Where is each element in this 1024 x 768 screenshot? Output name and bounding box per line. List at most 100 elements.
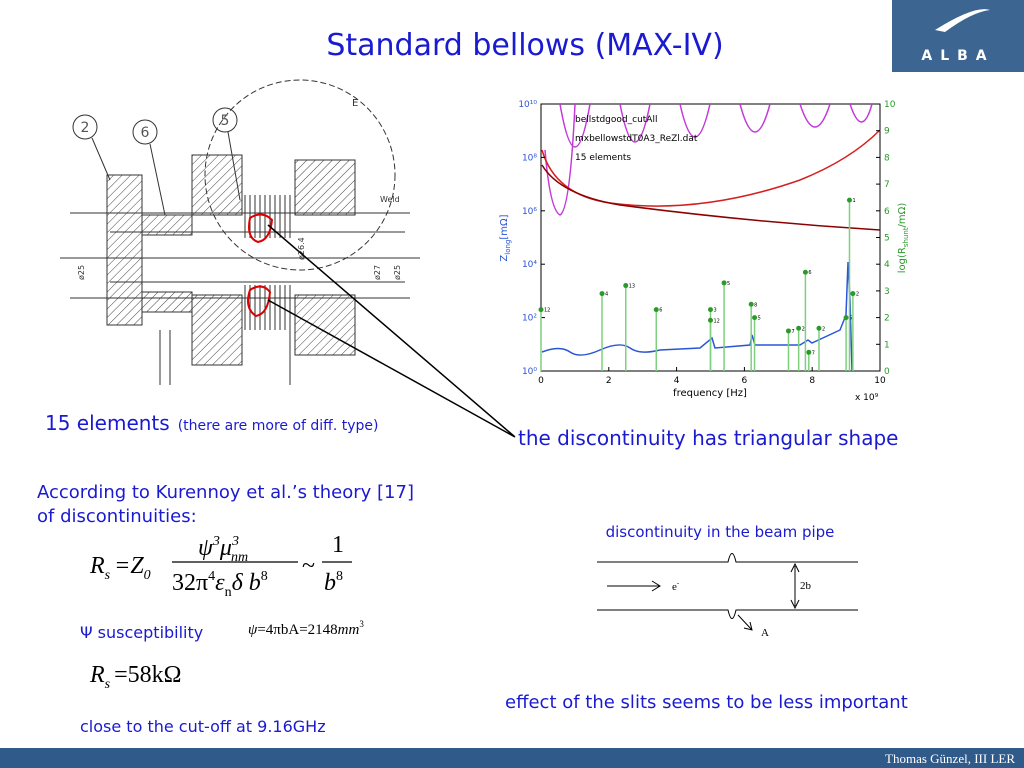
impedance-plot: 0 2 4 6 8 1010⁰10²10⁴10⁶10⁸10¹⁰01234567891012… — [518, 100, 895, 386]
peak-label: 2 — [802, 326, 805, 332]
x-tick-label: 0 — [538, 376, 544, 386]
pipe-title: discontinuity in the beam pipe — [606, 523, 835, 541]
pipe-label: e- — [672, 579, 680, 593]
curve-darkred — [541, 164, 881, 231]
y2-tick-label: 6 — [884, 207, 890, 217]
footer: Thomas Günzel, III LER — [885, 751, 1015, 766]
peak-label: 13 — [629, 284, 635, 290]
y-tick-label: 10⁶ — [522, 207, 537, 217]
peak-marker — [653, 307, 659, 313]
y2-tick-label: 0 — [884, 367, 890, 377]
note: of discontinuities: — [37, 506, 197, 527]
drawing-label: Weld — [380, 195, 400, 204]
curve-blue — [541, 261, 853, 372]
peak-marker — [708, 307, 713, 313]
x-tick-label: 8 — [809, 376, 815, 386]
bellows-drawing — [60, 79, 516, 438]
y-tick-label: 10⁰ — [522, 367, 537, 377]
peak-label: 6 — [849, 316, 852, 322]
note: Ψ susceptibility — [80, 623, 203, 642]
peak-label: 6 — [659, 308, 662, 314]
eq-token: ~ — [302, 553, 315, 579]
legend-entry: bellstdgood_cutAll — [575, 115, 657, 125]
eq-token: Rs =Z0 — [89, 553, 151, 583]
eq-token: 1 — [332, 532, 344, 558]
callout: 6 — [141, 125, 150, 141]
y-tick-label: 10¹⁰ — [518, 100, 537, 110]
peak-label: 5 — [758, 316, 761, 322]
curve-red — [541, 129, 881, 207]
peak-label: 8 — [754, 302, 757, 308]
peak-marker — [752, 315, 758, 321]
y-tick-label: 10² — [522, 314, 537, 324]
note: effect of the slits seems to be less imp… — [505, 692, 908, 713]
x-tick-label: 10 — [874, 376, 886, 386]
peak-label: 6 — [808, 270, 811, 276]
title: Standard bellows (MAX-IV) — [326, 28, 723, 63]
peak-label: 2 — [856, 292, 859, 298]
peak-marker — [843, 315, 849, 321]
drawing-label: ø25 — [393, 265, 402, 280]
eq-token: Rs =58kΩ — [89, 662, 182, 692]
y-tick-label: 10⁴ — [522, 260, 537, 270]
peak-marker — [748, 301, 754, 307]
y-tick-label: 10⁸ — [522, 153, 537, 163]
equation: Rs =Z0 ψ3μ3 nm 32π4εnδ b8 ~ 1 b8 ψ=4πbA=21… — [89, 532, 364, 692]
peak-marker — [802, 269, 808, 275]
y2-tick-label: 4 — [884, 260, 890, 270]
y2-tick-label: 5 — [884, 234, 890, 244]
legend-entry: 15 elements — [575, 153, 631, 163]
pipe-label: A — [761, 627, 769, 639]
peak-label: 1 — [852, 198, 855, 204]
peak-label: 7 — [791, 329, 794, 335]
note: close to the cut-off at 9.16GHz — [80, 717, 326, 736]
peak-marker — [708, 317, 713, 323]
eq-token: b8 — [324, 569, 343, 596]
peak-marker — [816, 325, 822, 331]
note: the discontinuity has triangular shape — [518, 426, 898, 450]
eq-token: ψ=4πbA=2148mm3 — [248, 619, 364, 638]
x-multiplier: x 10⁹ — [855, 393, 879, 403]
y2-tick-label: 3 — [884, 287, 890, 297]
peak-label: 12 — [544, 308, 550, 314]
y2-tick-label: 9 — [884, 127, 890, 137]
y2-tick-label: 1 — [884, 340, 890, 350]
x-tick-label: 6 — [742, 376, 748, 386]
peak-marker — [623, 283, 629, 289]
curve-magenta — [544, 103, 873, 216]
peak-label: 5 — [727, 281, 730, 287]
y2-tick-label: 10 — [884, 100, 896, 110]
peak-label: 7 — [812, 350, 815, 356]
peak-label: 2 — [822, 326, 825, 332]
x-tick-label: 4 — [674, 376, 680, 386]
drawing-label: ø25 — [77, 265, 86, 280]
eq-token: ψ3μ3 nm — [198, 534, 248, 565]
logo-text: ALBA — [921, 48, 994, 64]
drawing-label: E — [352, 98, 358, 109]
logo: ALBA — [892, 0, 1024, 72]
peak-marker — [846, 197, 852, 203]
y-axis-label: Zlong[mΩ] — [499, 214, 512, 261]
y2-tick-label: 7 — [884, 180, 890, 190]
callout: 2 — [81, 120, 90, 136]
note: According to Kurennoy et al.’s theory [1… — [37, 482, 414, 503]
y2-axis-label: log(Rshunt/mΩ) — [897, 203, 910, 274]
callout: 5 — [221, 113, 230, 129]
peak-marker — [721, 280, 727, 286]
note: 15 elements (there are more of diff. type… — [45, 411, 378, 435]
eq-token: 32π4εnδ b8 — [172, 569, 268, 600]
peak-marker — [538, 307, 544, 313]
pipe-label: 2b — [800, 580, 812, 592]
peak-label: 4 — [605, 292, 608, 298]
peak-marker — [785, 328, 791, 334]
peak-label: 3 — [714, 308, 717, 314]
x-axis-label: frequency [Hz] — [673, 388, 747, 399]
peak-marker — [806, 349, 812, 355]
y2-tick-label: 8 — [884, 153, 890, 163]
footer-bar — [0, 748, 1024, 768]
pipe-diagram — [597, 553, 858, 631]
peak-marker — [796, 325, 802, 331]
peak-marker — [850, 291, 856, 297]
peak-marker — [599, 291, 605, 297]
